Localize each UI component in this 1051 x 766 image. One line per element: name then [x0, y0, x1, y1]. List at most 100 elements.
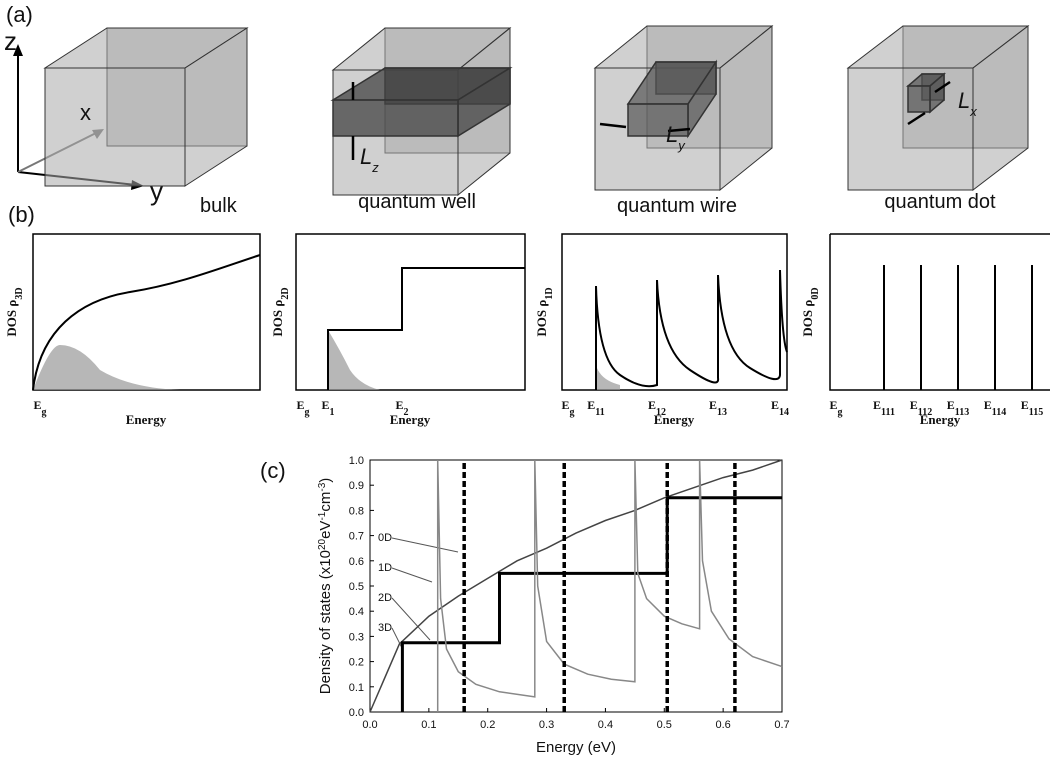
- label-base: E: [587, 398, 595, 412]
- x-tick-label: 0.4: [598, 719, 613, 731]
- x-tick-label: E114: [984, 398, 1006, 418]
- label-text: cm: [317, 492, 334, 512]
- label-sub: 113: [955, 407, 969, 418]
- label-base: E: [321, 398, 329, 412]
- label-base: E: [984, 398, 992, 412]
- label-sub: 112: [918, 407, 932, 418]
- axis-letter: x: [80, 100, 91, 125]
- label-base: DOS ρ: [534, 300, 549, 337]
- dimension-arrow: [934, 80, 951, 94]
- label-base: DOS ρ: [270, 300, 285, 337]
- x-tick-label: E2: [395, 398, 408, 418]
- label-base: E: [1021, 398, 1029, 412]
- plot-frame: [561, 233, 788, 391]
- label-base: E: [296, 398, 304, 412]
- arrow-head: [13, 44, 23, 56]
- plot-frame: [829, 233, 1050, 391]
- x-tick-label: Eg: [33, 398, 46, 418]
- label-sub: 115: [1029, 407, 1043, 418]
- label-base: L: [958, 88, 970, 113]
- dimension-label: Lx: [958, 88, 977, 119]
- label-sub: 1D: [544, 287, 555, 299]
- annotation-arrow: [391, 537, 459, 553]
- x-tick-label: 0.5: [657, 719, 672, 731]
- axis-letter: z: [4, 26, 17, 56]
- x-tick-label: 0.6: [715, 719, 730, 731]
- series-annotation: 3D: [378, 622, 392, 634]
- caption: quantum wire: [617, 195, 737, 217]
- x-tick-label: E1: [321, 398, 334, 418]
- label-sub: g: [838, 407, 843, 418]
- x-tick-label: 0.2: [480, 719, 495, 731]
- label-sub: 3D: [14, 287, 25, 299]
- panel-label: (a): [6, 2, 33, 27]
- label-sub: g: [305, 407, 310, 418]
- label-sup: 20: [317, 538, 328, 550]
- plot-frame: [295, 233, 526, 391]
- label-base: E: [947, 398, 955, 412]
- x-tick-label: E115: [1021, 398, 1043, 418]
- x-axis-label: Energy: [126, 412, 167, 427]
- y-tick-label: 0.9: [349, 480, 364, 492]
- panel-label: (b): [8, 202, 35, 227]
- x-axis-label: Energy: [390, 412, 431, 427]
- x-tick-label: E14: [771, 398, 789, 418]
- label-sub: 1: [330, 407, 335, 418]
- x-axis-label: Energy: [654, 412, 695, 427]
- y-tick-label: 0.1: [349, 682, 364, 694]
- shading: [328, 330, 380, 390]
- y-tick-label: 0.2: [349, 657, 364, 669]
- label-sub: 14: [779, 407, 789, 418]
- label-base: E: [33, 398, 41, 412]
- x-tick-label: E112: [910, 398, 932, 418]
- label-sub: g: [42, 407, 47, 418]
- caption: quantum well: [358, 191, 476, 213]
- x-tick-label: E12: [648, 398, 666, 418]
- dimension-arrow: [907, 111, 926, 126]
- y-tick-label: 0.0: [349, 707, 364, 719]
- label-sub: 114: [992, 407, 1006, 418]
- label-base: E: [873, 398, 881, 412]
- series-annotation: 1D: [378, 562, 392, 574]
- label-base: E: [771, 398, 779, 412]
- label-base: E: [561, 398, 569, 412]
- label-sub: 13: [717, 407, 727, 418]
- y-axis-label: DOS ρ2D: [270, 287, 291, 336]
- caption: quantum dot: [884, 191, 996, 213]
- y-tick-label: 0.4: [349, 606, 364, 618]
- x-axis-label: Energy: [920, 412, 961, 427]
- dimension-arrow: [599, 122, 627, 129]
- x-tick-label: E111: [873, 398, 895, 418]
- annotation-arrow: [391, 627, 403, 649]
- y-axis-label: DOS ρ1D: [534, 287, 555, 336]
- x-tick-label: 0.7: [774, 719, 789, 731]
- label-sub: x: [969, 104, 977, 119]
- x-axis-label: Energy (eV): [536, 739, 616, 756]
- series-annotation: 0D: [378, 532, 392, 544]
- label-sup: -3: [317, 482, 328, 491]
- dimension-label: Lz: [360, 144, 379, 175]
- label-text: ): [317, 478, 334, 483]
- y-tick-label: 1.0: [349, 455, 364, 467]
- cube-front: [332, 99, 459, 137]
- label-sub: 111: [881, 407, 895, 418]
- y-axis-label: DOS ρ0D: [800, 287, 821, 336]
- x-tick-label: E13: [709, 398, 727, 418]
- label-sub: 11: [595, 407, 604, 418]
- label-sup: -1: [317, 511, 328, 520]
- x-tick-label: Eg: [829, 398, 842, 418]
- label-sub: z: [371, 160, 379, 175]
- x-tick-label: Eg: [296, 398, 309, 418]
- dos-line: [369, 459, 783, 713]
- annotation-arrow: [391, 597, 431, 641]
- y-tick-label: 0.5: [349, 581, 364, 593]
- x-tick-label: 0.3: [539, 719, 554, 731]
- label-sub: 12: [656, 407, 666, 418]
- x-tick-label: Eg: [561, 398, 574, 418]
- label-base: L: [666, 122, 678, 147]
- y-axis-label: DOS ρ3D: [4, 287, 25, 336]
- y-tick-label: 0.8: [349, 505, 364, 517]
- y-tick-label: 0.7: [349, 531, 364, 543]
- x-tick-label: 0.1: [421, 719, 436, 731]
